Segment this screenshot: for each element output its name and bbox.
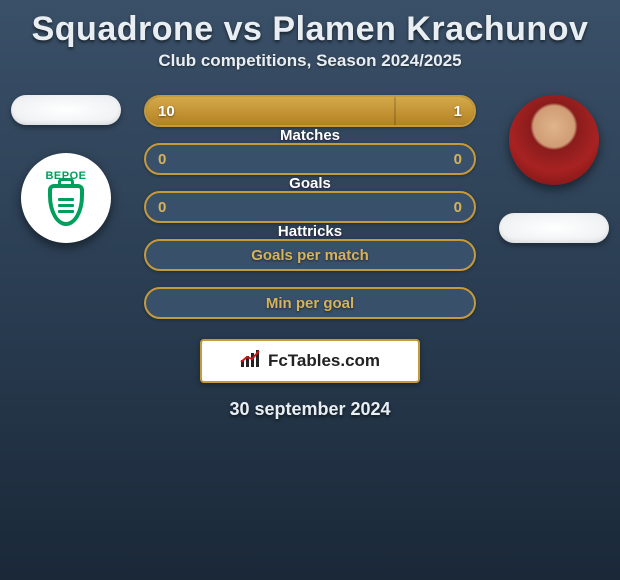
stat-left-value: 0 <box>146 199 178 216</box>
stat-label: Matches <box>280 127 340 144</box>
stat-right-value: 1 <box>395 97 474 125</box>
stat-label: Goals <box>289 175 331 192</box>
stat-row: Goals per match <box>144 239 476 271</box>
page-title: Squadrone vs Plamen Krachunov <box>0 6 620 51</box>
stat-row: 101Matches <box>144 95 476 127</box>
stat-bar: 00 <box>144 143 476 175</box>
right-player-avatar <box>509 95 599 185</box>
stat-right-value: 0 <box>442 151 474 168</box>
stat-rows: 101Matches00Goals00HattricksGoals per ma… <box>144 89 476 319</box>
date-label: 30 september 2024 <box>0 399 620 420</box>
stat-label: Hattricks <box>278 223 342 240</box>
left-club-shield-icon <box>48 184 84 226</box>
stat-bar: 00 <box>144 191 476 223</box>
right-side <box>494 89 614 243</box>
left-name-pill <box>11 95 121 125</box>
brand-text: FcTables.com <box>268 351 380 371</box>
stat-row: 00Hattricks <box>144 191 476 223</box>
stat-label: Goals per match <box>251 247 369 264</box>
comparison-main: BEPOE 101Matches00Goals00HattricksGoals … <box>0 89 620 319</box>
stat-bar: 101 <box>144 95 476 127</box>
root: Squadrone vs Plamen Krachunov Club compe… <box>0 0 620 420</box>
subtitle: Club competitions, Season 2024/2025 <box>0 51 620 89</box>
left-club-avatar: BEPOE <box>21 153 111 243</box>
brand-box[interactable]: FcTables.com <box>200 339 420 383</box>
stat-bar: Goals per match <box>144 239 476 271</box>
left-side: BEPOE <box>6 89 126 243</box>
stat-label: Min per goal <box>266 295 354 312</box>
stat-right-value: 0 <box>442 199 474 216</box>
chart-icon <box>240 350 262 373</box>
stat-row: 00Goals <box>144 143 476 175</box>
stat-bar: Min per goal <box>144 287 476 319</box>
right-name-pill <box>499 213 609 243</box>
stat-row: Min per goal <box>144 287 476 319</box>
stat-left-value: 10 <box>146 97 395 125</box>
stat-left-value: 0 <box>146 151 178 168</box>
